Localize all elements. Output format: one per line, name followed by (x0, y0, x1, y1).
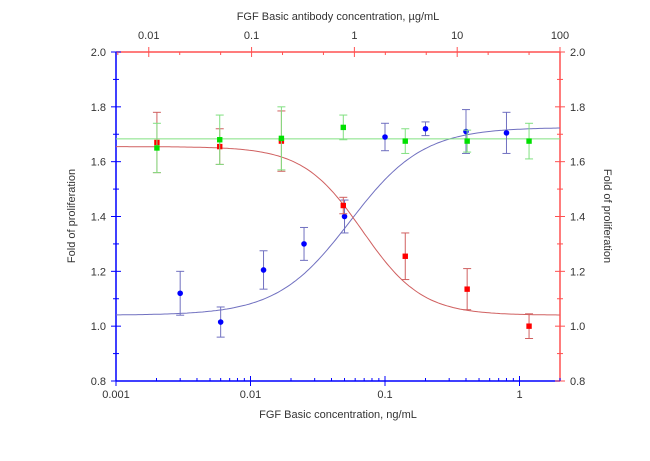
x-tick-label: 0.001 (102, 389, 130, 401)
y2-tick-label: 1.4 (570, 212, 585, 224)
data-point (503, 130, 510, 136)
x2-axis-label: FGF Basic antibody concentration, µg/mL (237, 11, 440, 23)
data-point (402, 253, 408, 259)
data-point (464, 286, 470, 292)
x2-tick-label: 0.01 (138, 30, 159, 42)
y-axis-label: Fold of proliferation (66, 169, 78, 263)
data-point (422, 125, 429, 132)
data-point (526, 323, 532, 329)
x2-tick-label: 100 (551, 30, 569, 42)
data-point (340, 202, 346, 209)
fit-curve (116, 146, 560, 316)
y-tick-label: 1.2 (91, 266, 106, 278)
x-axis-label: FGF Basic concentration, ng/mL (259, 409, 417, 421)
x-tick-label: 1 (516, 389, 522, 401)
x2-tick-label: 10 (451, 30, 463, 42)
data-point (340, 124, 346, 131)
y-tick-label: 1.0 (91, 321, 106, 333)
y-tick-label: 2.0 (91, 47, 106, 59)
data-point (402, 138, 408, 144)
data-point (154, 145, 160, 151)
data-point (463, 128, 469, 135)
x2-tick-label: 0.1 (244, 30, 259, 42)
x-tick-label: 0.01 (240, 389, 261, 401)
y2-tick-label: 1.0 (570, 321, 585, 333)
y-tick-label: 1.6 (91, 157, 106, 169)
data-point (177, 290, 183, 297)
y2-axis-label: Fold of proliferation (601, 169, 613, 263)
data-point (301, 241, 307, 247)
data-point (278, 135, 285, 142)
y2-tick-label: 0.8 (570, 376, 585, 388)
x2-tick-label: 1 (351, 30, 357, 42)
y2-tick-label: 1.6 (570, 157, 585, 169)
data-point (217, 137, 223, 143)
data-point (382, 134, 388, 140)
data-point (526, 138, 532, 144)
y-tick-label: 1.8 (91, 102, 106, 114)
y2-tick-label: 2.0 (570, 47, 585, 59)
y-tick-label: 1.4 (91, 212, 106, 224)
y-tick-label: 0.8 (91, 376, 106, 388)
data-point (217, 319, 224, 325)
y2-tick-label: 1.2 (570, 266, 585, 278)
data-point (260, 267, 267, 273)
y2-tick-label: 1.8 (570, 102, 585, 114)
fit-curve (116, 127, 560, 316)
data-point (341, 213, 348, 220)
data-point (464, 138, 470, 144)
x-tick-label: 0.1 (377, 389, 392, 401)
